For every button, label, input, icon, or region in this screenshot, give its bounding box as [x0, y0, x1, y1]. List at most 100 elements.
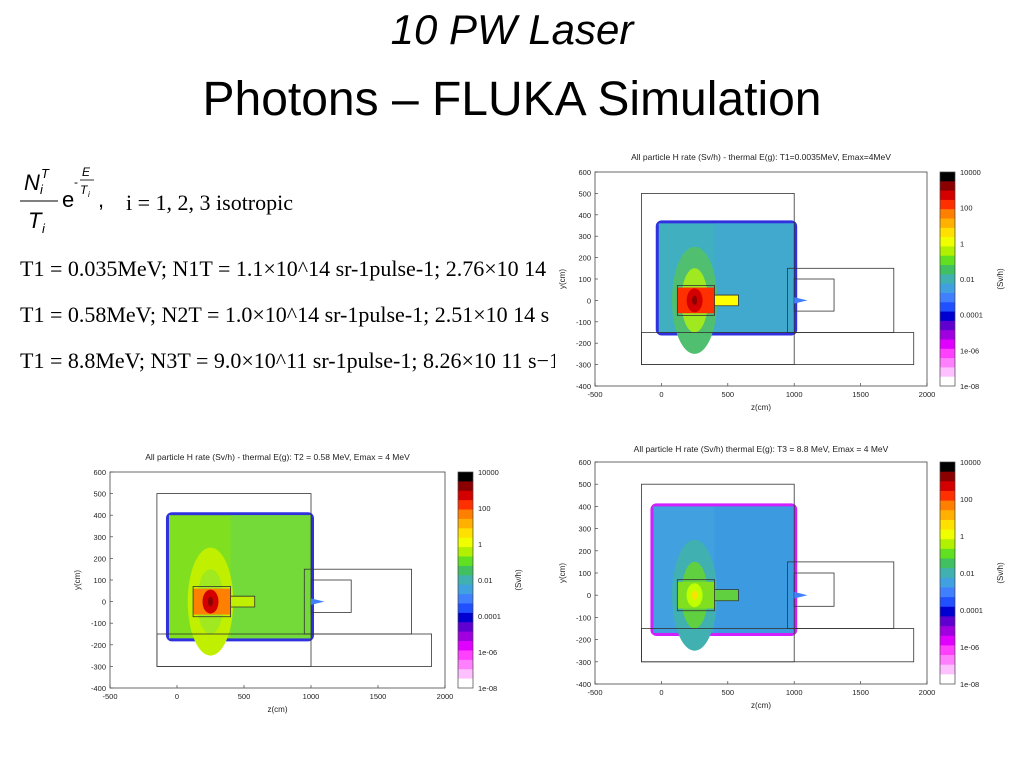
y-tick-label: 0 — [587, 591, 591, 600]
colorbar-label: 1e-08 — [960, 382, 979, 391]
formula-line2: T1 = 0.58MeV; N2T = 1.0×10^14 sr-1pulse-… — [20, 302, 550, 327]
colorbar-segment — [940, 199, 955, 210]
colorbar-segment — [940, 376, 955, 387]
x-tick-label: 1000 — [786, 390, 803, 399]
colorbar-segment — [940, 481, 955, 492]
colorbar-segment — [940, 320, 955, 331]
colorbar-segment — [940, 519, 955, 530]
colorbar-segment — [940, 348, 955, 359]
y-tick-label: -200 — [576, 339, 591, 348]
colorbar-segment — [940, 358, 955, 368]
colorbar-segment — [940, 339, 955, 350]
formula-line3: T1 = 8.8MeV; N3T = 9.0×10^11 sr-1pulse-1… — [20, 348, 555, 373]
colorbar-label: 1e-08 — [960, 680, 979, 689]
colorbar-label: 1 — [478, 540, 482, 549]
beam-exit-marker — [311, 598, 325, 605]
colorbar-segment — [940, 655, 955, 666]
colorbar-segment — [458, 509, 473, 520]
colorbar-label: 10000 — [478, 468, 499, 477]
colorbar-segment — [458, 518, 473, 529]
colorbar-segment — [458, 547, 473, 557]
colorbar-segment — [940, 209, 955, 219]
colorbar-segment — [458, 490, 473, 501]
colorbar-segment — [458, 575, 473, 586]
y-tick-label: 0 — [102, 598, 106, 607]
x-tick-label: -500 — [102, 692, 117, 701]
geometry-chamber-outline — [676, 579, 715, 612]
colorbar-segment — [458, 537, 473, 548]
colorbar-segment — [940, 330, 955, 340]
colorbar-segment — [940, 190, 955, 201]
geometry-pipe-outline — [714, 294, 739, 307]
geometry-floor-outline — [156, 633, 433, 667]
hotspot-core — [692, 590, 698, 601]
colorbar-segment — [940, 490, 955, 502]
colorbar-segment — [940, 635, 955, 646]
colorbar-segment — [940, 367, 955, 378]
colorbar-label: 1e-06 — [478, 648, 497, 657]
y-tick-label: -100 — [576, 613, 591, 622]
y-tick-label: -200 — [576, 636, 591, 645]
colorbar-segment — [940, 237, 955, 247]
colorbar-segment — [940, 218, 955, 229]
colorbar-segment — [458, 650, 473, 661]
x-tick-label: 500 — [722, 390, 735, 399]
geometry-floor-outline — [641, 332, 915, 365]
colorbar-segment — [458, 472, 473, 482]
svg-text:E: E — [82, 165, 91, 179]
colorbar-segment — [458, 565, 473, 576]
colorbar-label: 1 — [960, 239, 964, 248]
colorbar-segment — [940, 558, 955, 569]
colorbar-label: 100 — [478, 504, 491, 513]
colorbar-segment — [940, 548, 955, 559]
x-tick-label: 2000 — [919, 688, 936, 697]
colorbar-segment — [940, 172, 955, 182]
heatmap-plot-t2: All particle H rate (Sv/h) - thermal E(g… — [73, 452, 523, 714]
colorbar-segment — [940, 246, 955, 257]
y-axis-label: y(cm) — [558, 269, 567, 289]
x-tick-label: 0 — [659, 390, 663, 399]
x-tick-label: 500 — [722, 688, 735, 697]
beam-pipe-field — [230, 596, 255, 607]
colorbar-segment — [458, 612, 473, 623]
colorbar-segment — [940, 265, 955, 275]
x-tick-label: 1000 — [303, 692, 320, 701]
field-body-right — [714, 223, 795, 333]
colorbar-frame — [457, 471, 474, 689]
colorbar-segment — [940, 462, 955, 473]
heatmap-plot-t3: All particle H rate (Sv/h) thermal E(g):… — [558, 444, 1005, 710]
y-axis-label: y(cm) — [73, 570, 82, 590]
formula-general-tail: i = 1, 2, 3 isotropic — [126, 190, 294, 215]
x-tick-label: -500 — [587, 390, 602, 399]
colorbar-segment — [458, 659, 473, 670]
colorbar-segment — [458, 603, 473, 614]
colorbar-segment — [458, 594, 473, 604]
y-tick-label: -300 — [576, 658, 591, 667]
plot-title: All particle H rate (Sv/h) - thermal E(g… — [631, 152, 891, 162]
geometry-port-outline — [793, 572, 835, 607]
formula-fraction: N i T T i e - E T i , — [20, 165, 104, 236]
plot-title: All particle H rate (Sv/h) thermal E(g):… — [634, 444, 889, 454]
colorbar-label: 10000 — [960, 458, 981, 467]
y-tick-label: 600 — [93, 468, 106, 477]
colorbar-label: 1e-06 — [960, 346, 979, 355]
colorbar-segment — [940, 283, 955, 294]
colorbar-segment — [458, 678, 473, 689]
colorbar-segment — [940, 568, 955, 579]
svg-text:T: T — [41, 166, 50, 181]
colorbar-segment — [940, 606, 955, 617]
colorbar-segment — [458, 641, 473, 651]
colorbar-frame — [939, 171, 956, 387]
beam-pipe-field — [714, 589, 739, 601]
colorbar-frame — [939, 461, 956, 685]
colorbar-label: 1 — [960, 532, 964, 541]
colorbar-segment — [940, 674, 955, 685]
colorbar-segment — [458, 500, 473, 510]
colorbar-segment — [940, 645, 955, 656]
colorbar-segment — [940, 626, 955, 637]
x-tick-label: 0 — [175, 692, 179, 701]
y-tick-label: 300 — [93, 533, 106, 542]
svg-text:T: T — [80, 183, 89, 197]
y-tick-label: 100 — [578, 569, 591, 578]
colorbar-segment — [940, 597, 955, 608]
